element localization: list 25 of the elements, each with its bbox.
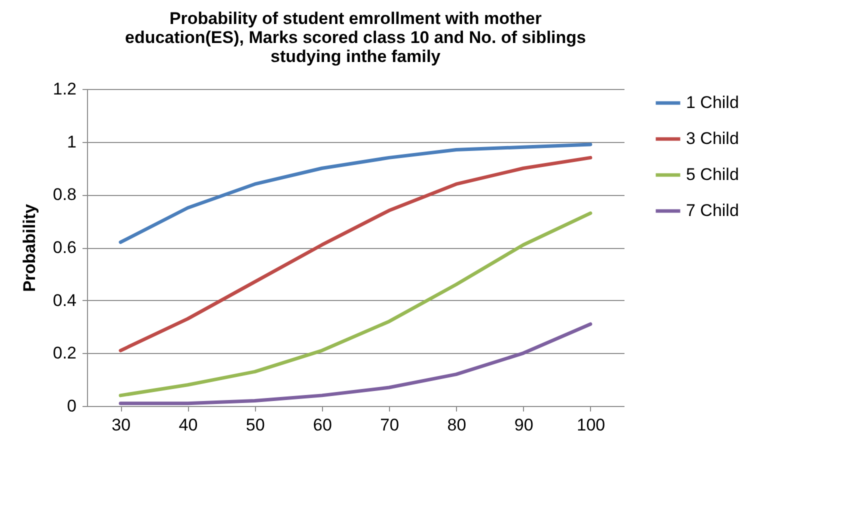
line-series [118, 142, 592, 244]
legend-label: 5 Child [686, 165, 739, 184]
chart-title: Probability of student emrollment with mother education(ES), Marks scored class 10 and No. of siblings studying inthe family [124, 9, 586, 66]
line-series [118, 322, 592, 406]
x-tick-label: 70 [380, 416, 400, 434]
legend-label: 7 Child [686, 201, 739, 220]
y-tick-label: 0.2 [52, 344, 76, 363]
y-axis-title: Probability [20, 204, 39, 292]
x-tick-label: 60 [312, 416, 332, 434]
y-tick-label: 1 [67, 132, 76, 152]
x-tick-label: 100 [576, 416, 606, 434]
x-tick-label: 30 [112, 416, 131, 434]
y-tick-label: 0 [67, 396, 76, 416]
y-tick-label: 0.8 [52, 185, 76, 204]
x-tick-label: 80 [447, 416, 466, 434]
y-tick-label: 1.2 [52, 80, 76, 98]
legend-label: 3 Child [686, 129, 739, 148]
line-series [118, 156, 592, 352]
line-series [118, 211, 592, 398]
x-tick-label: 90 [514, 416, 534, 434]
x-tick-label: 50 [246, 416, 265, 434]
y-tick-label: 0.6 [52, 238, 76, 257]
y-tick-label: 0.4 [52, 290, 76, 310]
legend-label: 1 Child [686, 93, 739, 112]
x-tick-label: 40 [178, 416, 198, 434]
